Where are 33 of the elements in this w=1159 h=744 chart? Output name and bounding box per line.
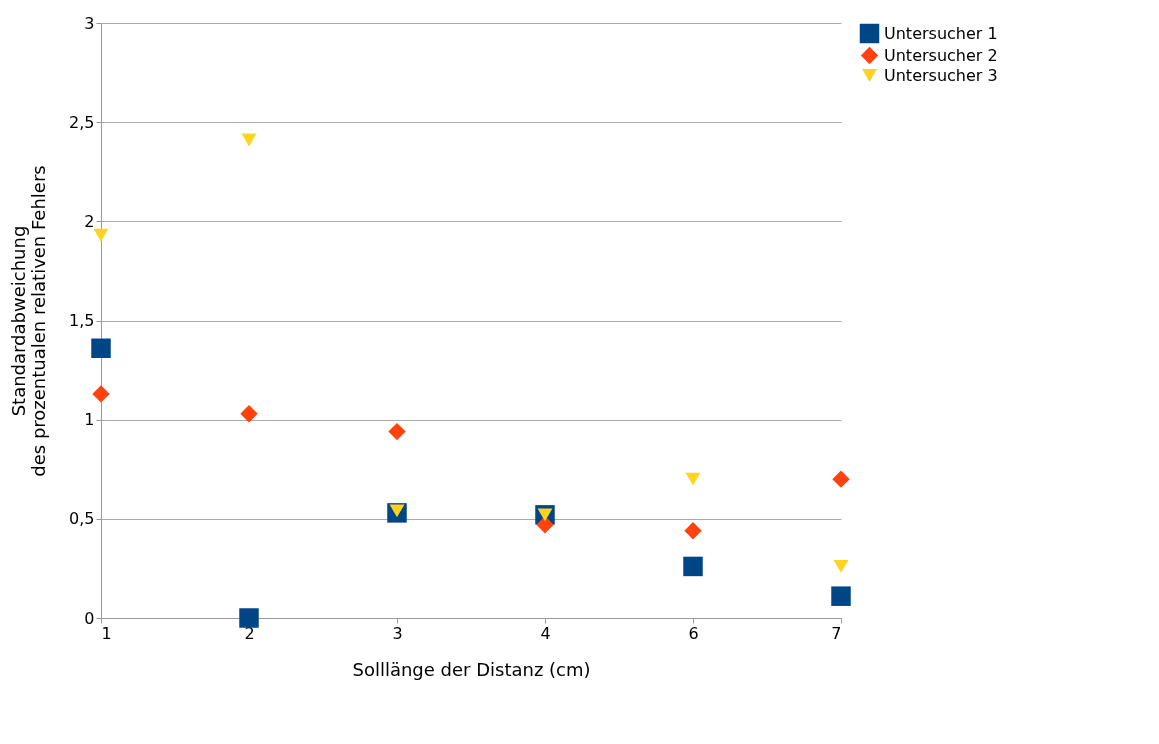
point (683, 556, 703, 577)
point (536, 516, 554, 534)
x-tick-label: 1 (101, 623, 112, 643)
legend-label: Untersucher 2 (884, 45, 998, 65)
point (684, 522, 702, 540)
point (831, 586, 851, 606)
x-tick-label: 7 (831, 623, 842, 643)
x-tick-label: 3 (392, 623, 403, 643)
point (389, 504, 405, 518)
x-tick-label: 2 (244, 623, 255, 643)
point (388, 422, 406, 441)
point (685, 472, 701, 486)
point (240, 405, 258, 423)
y-tick-label: 0 (84, 608, 95, 628)
y-tick-label: 1,5 (69, 311, 95, 330)
legend-label: Untersucher 3 (884, 65, 998, 85)
x-tick-label: 6 (688, 623, 699, 643)
y-tick-label: 3 (84, 13, 95, 33)
legend-label: Untersucher 1 (884, 23, 998, 43)
point (833, 560, 849, 573)
x-tick-label: 4 (540, 623, 551, 643)
y-tick-label: 1 (84, 410, 95, 430)
point (832, 470, 850, 488)
y-tick-label: 0,5 (69, 509, 95, 529)
y-tick-label: 2 (84, 211, 95, 231)
y-tick-label: 2,5 (69, 112, 95, 132)
point (91, 338, 111, 359)
y-axis-title: Standardabweichung des prozentualen relativen Fehlers (8, 165, 50, 477)
point (93, 228, 109, 242)
point (241, 133, 257, 147)
x-axis-title: Solllänge der Distanz (cm) (352, 658, 591, 680)
point (92, 385, 110, 403)
point (239, 608, 259, 628)
